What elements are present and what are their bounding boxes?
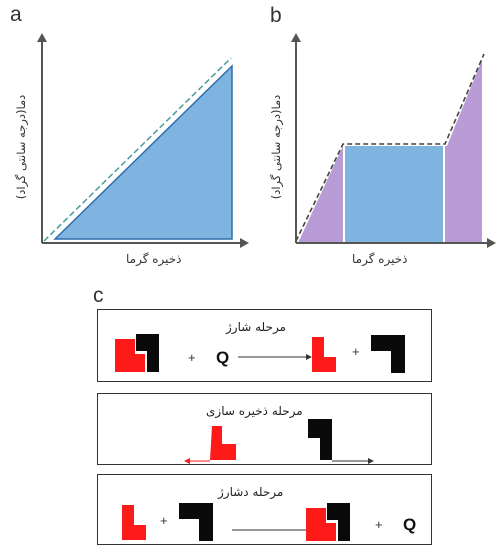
charge-plus-1: + <box>188 350 196 365</box>
discharge-black-piece <box>179 503 213 541</box>
panel-a-x-arrow <box>240 238 249 248</box>
storage-stage-box: مرحله ذخیره سازی <box>97 393 432 465</box>
panel-b-xlabel: ذخیره گرما <box>352 252 408 266</box>
storage-red-piece <box>184 426 236 464</box>
discharge-stage-box: مرحله دشارژ + + Q <box>97 474 432 545</box>
storage-stage-title: مرحله ذخیره سازی <box>206 404 303 418</box>
charge-black-piece <box>371 335 405 373</box>
panel-a-y-arrow <box>37 33 47 42</box>
charge-plus-2: + <box>352 344 360 359</box>
charge-pcm-solid-pair <box>115 334 159 372</box>
charge-q-label: Q <box>216 348 230 367</box>
panel-b-y-arrow <box>291 33 301 42</box>
panel-a-letter: a <box>10 3 22 26</box>
charge-red-piece <box>312 337 336 372</box>
panel-b-letter: b <box>270 4 282 27</box>
charge-stage-box: مرحله شارژ + Q + <box>97 309 432 382</box>
panel-b-purple-rise <box>298 146 343 243</box>
charge-arrow <box>238 354 312 360</box>
charge-stage-title: مرحله شارژ <box>226 320 286 334</box>
panel-a-dashed-line <box>43 57 232 242</box>
panel-b-latent-plateau <box>345 146 443 243</box>
panel-a-xlabel: ذخیره گرما <box>126 252 182 266</box>
discharge-q-label: Q <box>403 515 417 534</box>
discharge-plus-1: + <box>160 513 168 528</box>
discharge-stage-title: مرحله دشارژ <box>218 485 284 499</box>
discharge-pcm-solid-pair <box>306 503 350 541</box>
panel-b-purple-rise-2 <box>445 60 482 243</box>
panel-c-letter: c <box>93 284 104 307</box>
panel-b-x-arrow <box>487 238 496 248</box>
storage-black-piece <box>308 419 374 464</box>
discharge-plus-2: + <box>375 517 383 532</box>
panel-b-ylabel: دما(درجه سانتی گراد) <box>269 94 283 200</box>
discharge-red-piece <box>122 505 146 540</box>
panel-a-sensible-area <box>53 64 233 240</box>
panel-b-dashed-profile <box>295 53 485 242</box>
